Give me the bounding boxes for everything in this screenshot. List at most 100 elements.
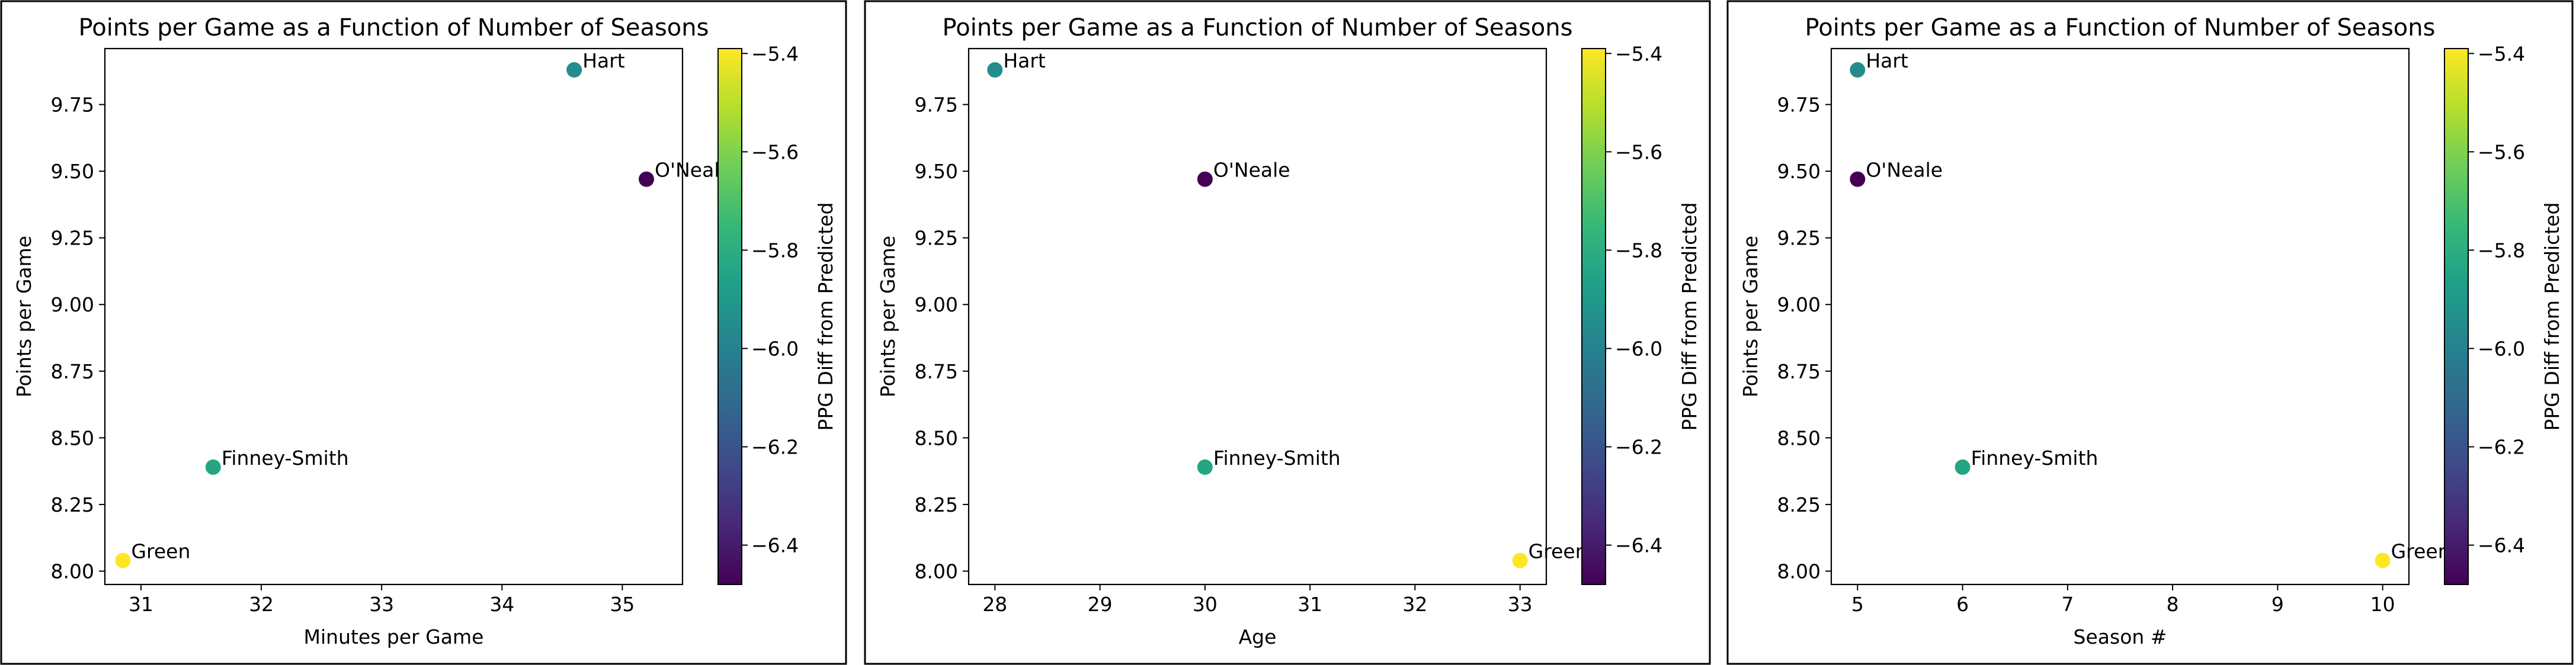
point-label: Finney-Smith — [1213, 446, 1341, 470]
chart-panel-3: Points per Game as a Function of Number … — [1726, 0, 2574, 665]
x-tick-label: 5 — [1851, 593, 1864, 616]
y-tick-label: 8.25 — [915, 493, 958, 516]
colorbar-label: PPG Diff from Predicted — [2540, 203, 2564, 431]
x-tick-label: 29 — [1088, 593, 1113, 616]
y-axis-label: Points per Game — [12, 236, 36, 397]
scatter-point — [566, 62, 582, 78]
y-tick-label: 9.50 — [1777, 160, 1821, 183]
colorbar-tick-label: −5.4 — [1615, 42, 1662, 65]
x-tick-label: 10 — [2370, 593, 2395, 616]
scatter-point — [987, 62, 1003, 78]
x-tick-label: 33 — [1508, 593, 1533, 616]
colorbar-tick-label: −5.6 — [751, 140, 799, 163]
y-tick-label: 9.25 — [915, 227, 958, 250]
figure-border — [864, 0, 1711, 665]
y-tick-label: 8.00 — [915, 560, 958, 583]
point-label: Green — [1529, 539, 1588, 563]
y-axis-label: Points per Game — [876, 236, 899, 397]
x-axis-label: Season # — [2074, 625, 2167, 648]
y-tick-label: 8.50 — [915, 426, 958, 449]
point-label: Finney-Smith — [1971, 446, 2098, 470]
y-tick-label: 9.50 — [915, 160, 958, 183]
x-tick-label: 31 — [129, 593, 153, 616]
y-tick-label: 9.00 — [915, 293, 958, 316]
scatter-point — [1850, 171, 1866, 187]
colorbar-tick-label: −5.8 — [1615, 239, 1662, 262]
x-tick-label: 6 — [1956, 593, 1969, 616]
y-tick-label: 9.75 — [51, 94, 94, 117]
point-label: O'Neale — [1213, 159, 1290, 182]
x-tick-label: 35 — [610, 593, 635, 616]
chart-svg-1: Points per Game as a Function of Number … — [0, 0, 847, 665]
x-tick-label: 31 — [1297, 593, 1322, 616]
point-label: Hart — [1003, 49, 1046, 72]
colorbar-tick-label: −6.0 — [2478, 337, 2525, 360]
colorbar-tick-label: −5.6 — [1615, 140, 1662, 163]
chart-panel-1: Points per Game as a Function of Number … — [0, 0, 847, 665]
y-tick-label: 9.00 — [1777, 293, 1821, 316]
chart-title: Points per Game as a Function of Number … — [1805, 14, 2436, 41]
x-axis-label: Minutes per Game — [304, 625, 484, 648]
chart-panel-2: Points per Game as a Function of Number … — [864, 0, 1711, 665]
colorbar-tick-label: −5.8 — [2478, 239, 2525, 262]
y-tick-label: 8.25 — [1777, 493, 1821, 516]
y-tick-label: 8.25 — [51, 493, 94, 516]
colorbar-tick-label: −6.2 — [2478, 436, 2525, 459]
y-tick-label: 9.25 — [1777, 227, 1821, 250]
scatter-point — [1955, 459, 1971, 475]
y-tick-label: 9.75 — [915, 94, 958, 117]
scatter-point — [1197, 171, 1213, 187]
colorbar-tick-label: −6.2 — [751, 436, 799, 459]
x-tick-label: 30 — [1193, 593, 1217, 616]
x-tick-label: 32 — [1402, 593, 1427, 616]
point-label: O'Neale — [1866, 159, 1943, 182]
y-tick-label: 8.00 — [51, 560, 94, 583]
scatter-point — [1512, 552, 1528, 568]
chart-title: Points per Game as a Function of Number … — [79, 14, 709, 41]
y-axis-label: Points per Game — [1739, 236, 1762, 397]
plot-area-frame — [967, 47, 1547, 586]
plot-area-frame — [104, 47, 684, 586]
colorbar-frame — [2444, 48, 2469, 585]
y-tick-label: 8.50 — [51, 426, 94, 449]
colorbar-tick-label: −6.2 — [1615, 436, 1662, 459]
colorbar-tick-label: −5.4 — [751, 42, 799, 65]
colorbar-tick-label: −6.0 — [1615, 337, 1662, 360]
colorbar-tick-label: −6.4 — [1615, 534, 1662, 557]
point-label: Hart — [1866, 49, 1908, 72]
x-tick-label: 8 — [2167, 593, 2179, 616]
figure-border — [0, 0, 847, 665]
scatter-point — [1850, 62, 1866, 78]
chart-svg-2: Points per Game as a Function of Number … — [864, 0, 1711, 665]
x-tick-label: 32 — [249, 593, 274, 616]
colorbar — [1582, 49, 1606, 584]
scatter-point — [2375, 552, 2391, 568]
x-axis-label: Age — [1239, 625, 1277, 648]
colorbar-label: PPG Diff from Predicted — [1678, 203, 1701, 431]
x-tick-label: 28 — [982, 593, 1007, 616]
colorbar — [718, 49, 742, 584]
y-tick-label: 9.75 — [1777, 94, 1821, 117]
y-tick-label: 8.75 — [915, 360, 958, 383]
plot-area-frame — [1830, 47, 2410, 586]
scatter-point — [205, 459, 221, 475]
colorbar-tick-label: −6.4 — [751, 534, 799, 557]
y-tick-label: 9.25 — [51, 227, 94, 250]
colorbar-label: PPG Diff from Predicted — [814, 203, 837, 431]
chart-svg-3: Points per Game as a Function of Number … — [1726, 0, 2574, 665]
y-tick-label: 8.50 — [1777, 426, 1821, 449]
scatter-point — [1197, 459, 1213, 475]
chart-title: Points per Game as a Function of Number … — [943, 14, 1573, 41]
colorbar-tick-label: −5.4 — [2478, 42, 2525, 65]
x-tick-label: 33 — [369, 593, 394, 616]
scatter-point — [639, 171, 655, 187]
scatter-point — [115, 552, 131, 568]
colorbar-tick-label: −5.8 — [751, 239, 799, 262]
y-tick-label: 8.00 — [1777, 560, 1821, 583]
y-tick-label: 8.75 — [51, 360, 94, 383]
y-tick-label: 9.50 — [51, 160, 94, 183]
point-label: Finney-Smith — [222, 446, 349, 470]
colorbar-frame — [717, 48, 742, 585]
y-tick-label: 8.75 — [1777, 360, 1821, 383]
x-tick-label: 34 — [489, 593, 514, 616]
